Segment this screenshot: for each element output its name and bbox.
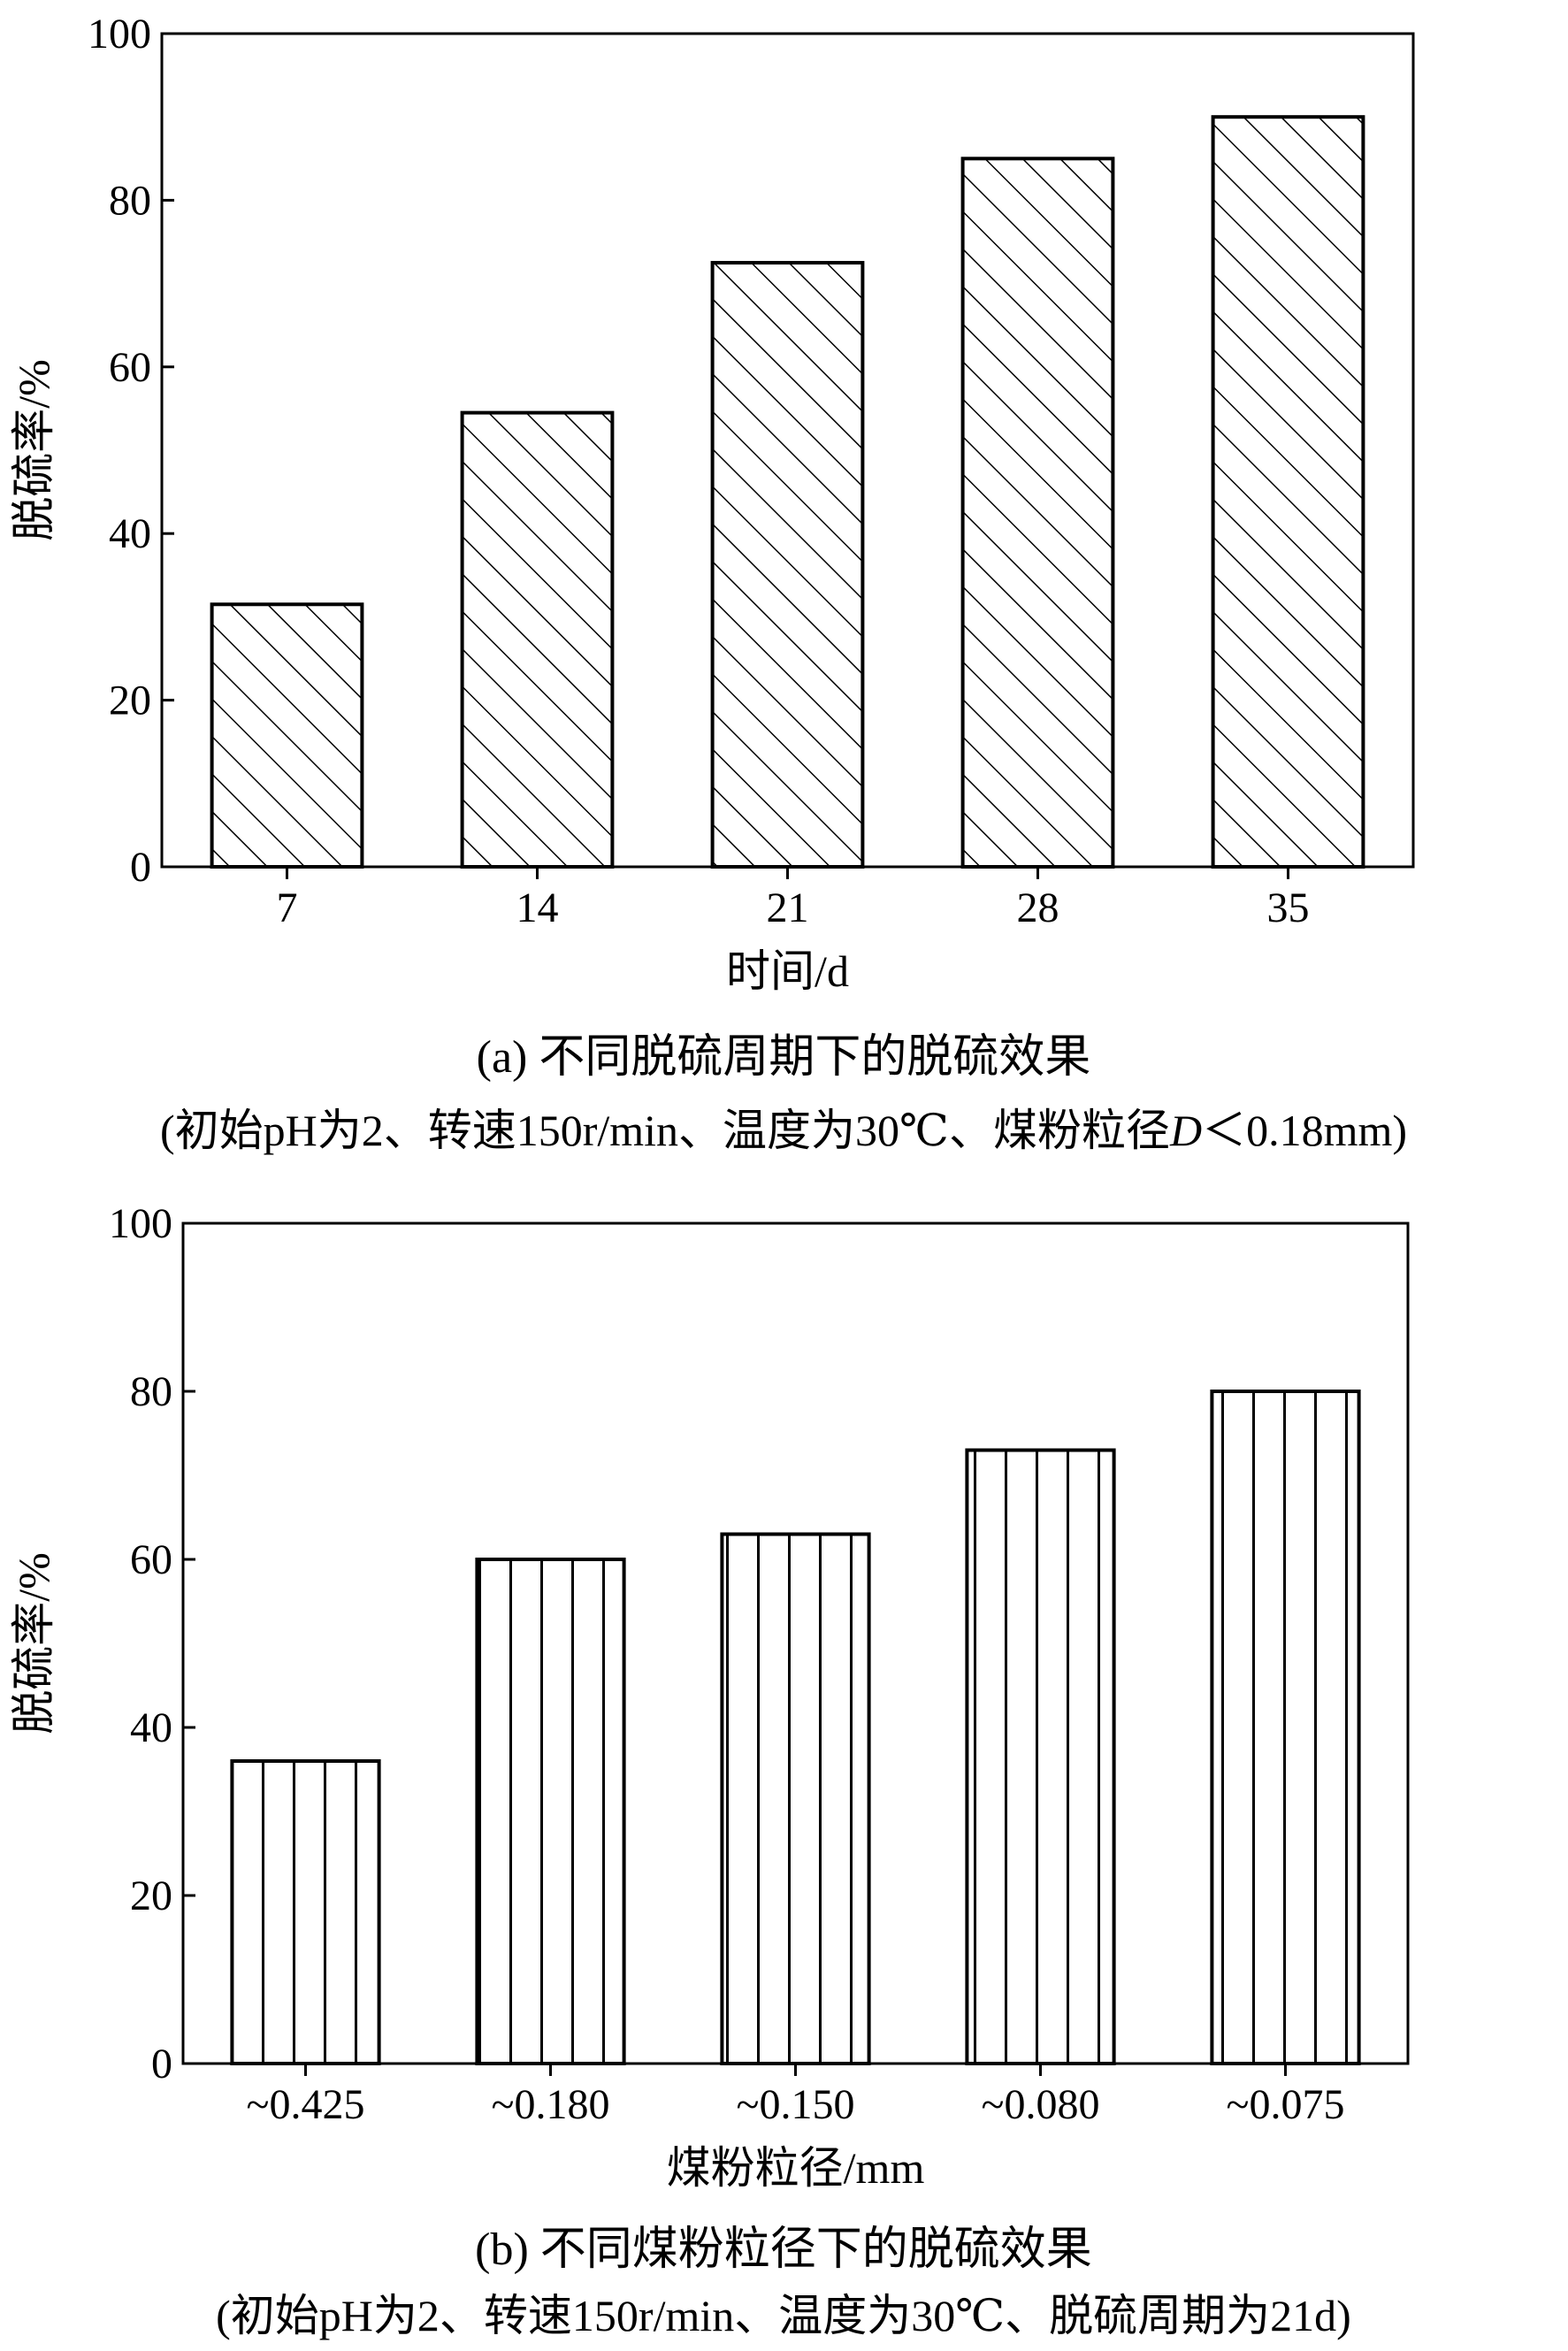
y-tick-label: 40 (130, 1704, 172, 1751)
subcaption-b: (初始pH为2、转速150r/min、温度为30℃、脱硫周期为21d) (216, 2291, 1351, 2340)
x-tick-label: 21 (767, 884, 809, 931)
bar-14 (460, 410, 615, 869)
x-tick-label: ~0.150 (737, 2081, 855, 2128)
x-tick-label: 35 (1267, 884, 1310, 931)
x-tick-label: ~0.075 (1227, 2081, 1345, 2128)
chart-panel-a: 0 20 40 60 80 100 7 14 21 28 35 时间/d 脱硫率/% (9, 11, 1415, 996)
y-axis-title: 脱硫率/% (9, 1552, 58, 1735)
x-axis-title: 煤粉粒径/mm (667, 2143, 925, 2193)
y-tick-label: 60 (109, 344, 151, 391)
x-tick-label: ~0.425 (247, 2081, 365, 2128)
y-tick-label: 80 (130, 1368, 172, 1415)
subcaption-a-part-2: ＜0.18mm) (1202, 1106, 1407, 1155)
subcaption-a-part-1: (初始pH为2、转速150r/min、温度为30℃、煤粉粒径 (160, 1106, 1170, 1155)
y-tick-label: 40 (109, 510, 151, 557)
bar-~0.080 (965, 1448, 1116, 2065)
caption-b: (b) 不同煤粉粒径下的脱硫效果 (475, 2225, 1092, 2275)
y-tick-label: 60 (130, 1536, 172, 1583)
bar-~0.180 (475, 1558, 626, 2065)
x-tick-label: 14 (516, 884, 559, 931)
subcaption-a: (初始pH为2、转速150r/min、温度为30℃、煤粉粒径D＜0.18mm) (160, 1106, 1407, 1155)
bar-~0.150 (720, 1532, 871, 2065)
bar-21 (710, 261, 865, 869)
bar-28 (960, 157, 1115, 869)
y-tick-label: 20 (130, 1872, 172, 1919)
y-tick-label: 20 (109, 678, 151, 724)
x-tick-label: ~0.080 (982, 2081, 1100, 2128)
y-tick-label: 0 (151, 2041, 172, 2087)
x-tick-label: 7 (277, 884, 298, 931)
chart-panel-b: 0 20 40 60 80 100 ~0.425 ~0.180 ~0.150 ~0.080 ~0.0… (9, 1200, 1410, 2193)
bar-~0.075 (1210, 1390, 1361, 2065)
y-tick-label: 80 (109, 177, 151, 224)
bar-7 (210, 602, 364, 869)
bar-35 (1211, 115, 1365, 869)
bar-~0.425 (230, 1759, 381, 2065)
x-axis-title: 时间/d (726, 946, 849, 996)
y-tick-label: 100 (109, 1200, 172, 1247)
y-tick-label: 100 (88, 11, 151, 57)
x-tick-label: ~0.180 (492, 2081, 610, 2128)
subcaption-a-italic-d: D (1169, 1106, 1202, 1155)
x-tick-label: 28 (1017, 884, 1059, 931)
y-tick-label: 0 (130, 844, 151, 891)
caption-a: (a) 不同脱硫周期下的脱硫效果 (477, 1032, 1091, 1083)
y-axis-title: 脱硫率/% (9, 359, 58, 541)
